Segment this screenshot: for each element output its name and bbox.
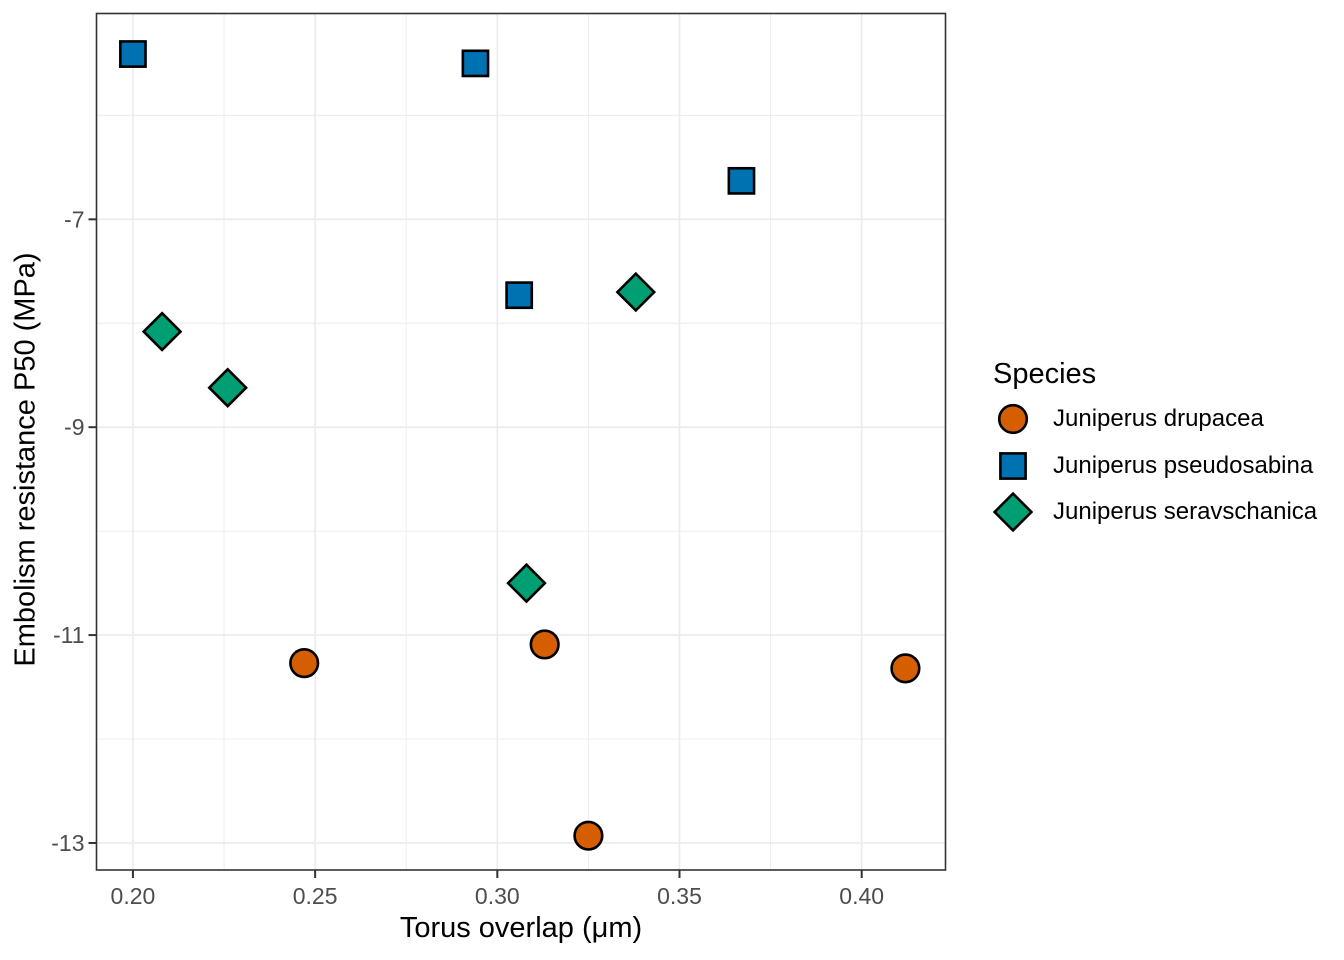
legend: Species Juniperus drupacea Juniperus pse…	[993, 352, 1317, 536]
x-axis-title: Torus overlap (μm)	[399, 912, 643, 944]
y-axis-title: Embolism resistance P50 (MPa)	[9, 252, 42, 667]
legend-item-juniperus-pseudosabina: Juniperus pseudosabina	[993, 443, 1317, 490]
svg-text:-7: -7	[64, 206, 84, 232]
svg-text:0.40: 0.40	[839, 883, 884, 909]
square-marker-icon	[999, 451, 1027, 480]
legend-item-juniperus-seravschanica: Juniperus seravschanica	[993, 489, 1317, 536]
svg-text:0.20: 0.20	[111, 883, 156, 909]
diamond-marker-icon	[993, 492, 1033, 533]
circle-marker-icon	[997, 404, 1029, 435]
svg-text:-9: -9	[64, 414, 84, 440]
legend-label: Juniperus drupacea	[1053, 405, 1264, 433]
legend-title: Species	[993, 358, 1097, 390]
svg-text:0.30: 0.30	[475, 883, 520, 909]
svg-text:-11: -11	[53, 622, 85, 648]
svg-text:0.35: 0.35	[657, 883, 702, 909]
legend-item-juniperus-drupacea: Juniperus drupacea	[993, 396, 1317, 443]
svg-text:0.25: 0.25	[293, 883, 338, 909]
legend-label: Juniperus pseudosabina	[1053, 451, 1314, 479]
svg-text:-13: -13	[51, 830, 84, 856]
legend-label: Juniperus seravschanica	[1053, 498, 1318, 526]
